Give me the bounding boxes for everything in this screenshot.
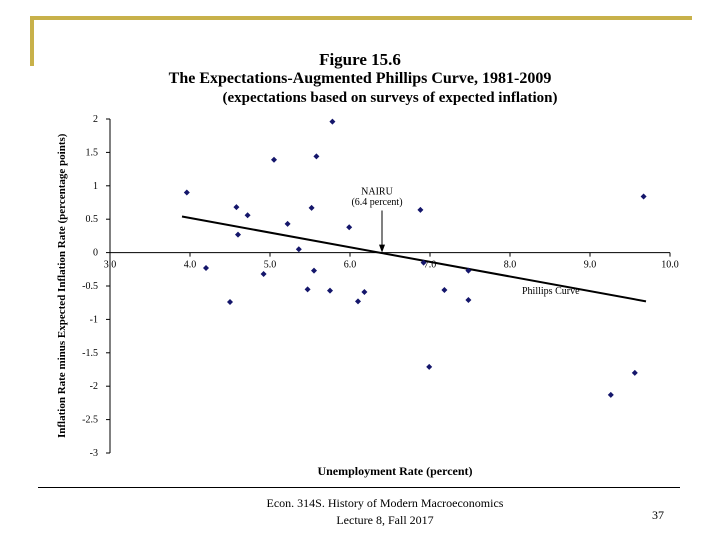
y-tick-label: 2 xyxy=(93,114,98,125)
data-point xyxy=(426,363,433,370)
y-tick-label: -2 xyxy=(90,381,98,392)
y-tick-label: 1.5 xyxy=(86,147,99,158)
data-point xyxy=(227,299,233,306)
x-tick-label: 7.0 xyxy=(424,260,437,271)
data-point xyxy=(355,298,361,305)
x-tick-label: 9.0 xyxy=(584,260,597,271)
data-point xyxy=(631,369,638,376)
x-tick-label: 4.0 xyxy=(184,260,197,271)
nairu-label: NAIRU xyxy=(361,186,393,197)
data-point xyxy=(417,206,424,213)
data-point xyxy=(260,270,267,277)
page-number: 37 xyxy=(652,508,664,522)
frame-left-bar xyxy=(30,16,34,66)
data-point xyxy=(361,289,368,296)
data-point xyxy=(308,204,315,211)
data-point xyxy=(465,297,472,304)
y-tick-label: -1 xyxy=(90,314,98,325)
x-tick-label: 6.0 xyxy=(344,260,357,271)
x-tick-label: 3.0 xyxy=(104,260,117,271)
y-tick-label: -3 xyxy=(90,448,98,459)
frame-top-bar xyxy=(30,16,692,20)
phillips-curve-line xyxy=(181,215,647,303)
footer-divider xyxy=(38,487,680,488)
data-point xyxy=(183,189,190,196)
footer-course: Econ. 314S. History of Modern Macroecono… xyxy=(266,496,504,510)
chart-subtitle-2: (expectations based on surveys of expect… xyxy=(222,90,558,106)
data-point xyxy=(441,287,448,294)
chart-subtitle: The Expectations-Augmented Phillips Curv… xyxy=(168,70,552,87)
y-tick-label: 0.5 xyxy=(86,214,99,225)
data-point xyxy=(244,212,251,219)
x-axis-label: Unemployment Rate (percent) xyxy=(317,464,473,478)
data-point xyxy=(329,118,336,125)
y-tick-label: -2.5 xyxy=(82,415,98,426)
data-point xyxy=(327,287,333,294)
data-point xyxy=(295,246,302,253)
data-point xyxy=(233,204,240,211)
x-tick-label: 5.0 xyxy=(264,260,277,271)
data-point xyxy=(420,259,427,266)
data-point xyxy=(465,267,472,274)
data-point xyxy=(313,153,320,160)
chart-title: Figure 15.6 xyxy=(319,50,401,69)
x-tick-label: 10.0 xyxy=(661,260,679,271)
nairu-arrow-head xyxy=(379,244,385,253)
y-tick-label: 0 xyxy=(93,248,98,259)
y-tick-label: 1 xyxy=(93,181,98,192)
data-point xyxy=(284,220,291,227)
data-point xyxy=(235,231,241,238)
data-point xyxy=(271,156,277,163)
y-tick-label: -1.5 xyxy=(82,348,98,359)
y-tick-label: -0.5 xyxy=(82,281,98,292)
nairu-percent-label: (6.4 percent) xyxy=(351,197,402,208)
footer-text: Econ. 314S. History of Modern Macroecono… xyxy=(230,495,540,529)
x-tick-label: 8.0 xyxy=(504,260,517,271)
data-point xyxy=(304,286,311,293)
data-point xyxy=(311,267,317,274)
data-point xyxy=(346,224,353,231)
data-point xyxy=(203,264,209,271)
phillips-curve-label: Phillips Curve xyxy=(522,286,580,297)
data-point xyxy=(640,193,647,200)
footer-lecture: Lecture 8, Fall 2017 xyxy=(336,513,434,527)
data-point xyxy=(607,391,614,398)
